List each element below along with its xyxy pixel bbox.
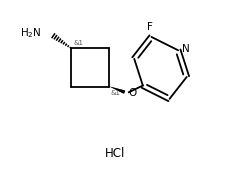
Text: N: N [182,44,189,54]
Text: &1: &1 [74,40,84,46]
Text: &1: &1 [110,90,120,96]
Text: O: O [128,88,136,98]
Text: F: F [147,22,153,32]
Text: HCl: HCl [105,147,125,160]
Text: H$_2$N: H$_2$N [20,27,42,40]
